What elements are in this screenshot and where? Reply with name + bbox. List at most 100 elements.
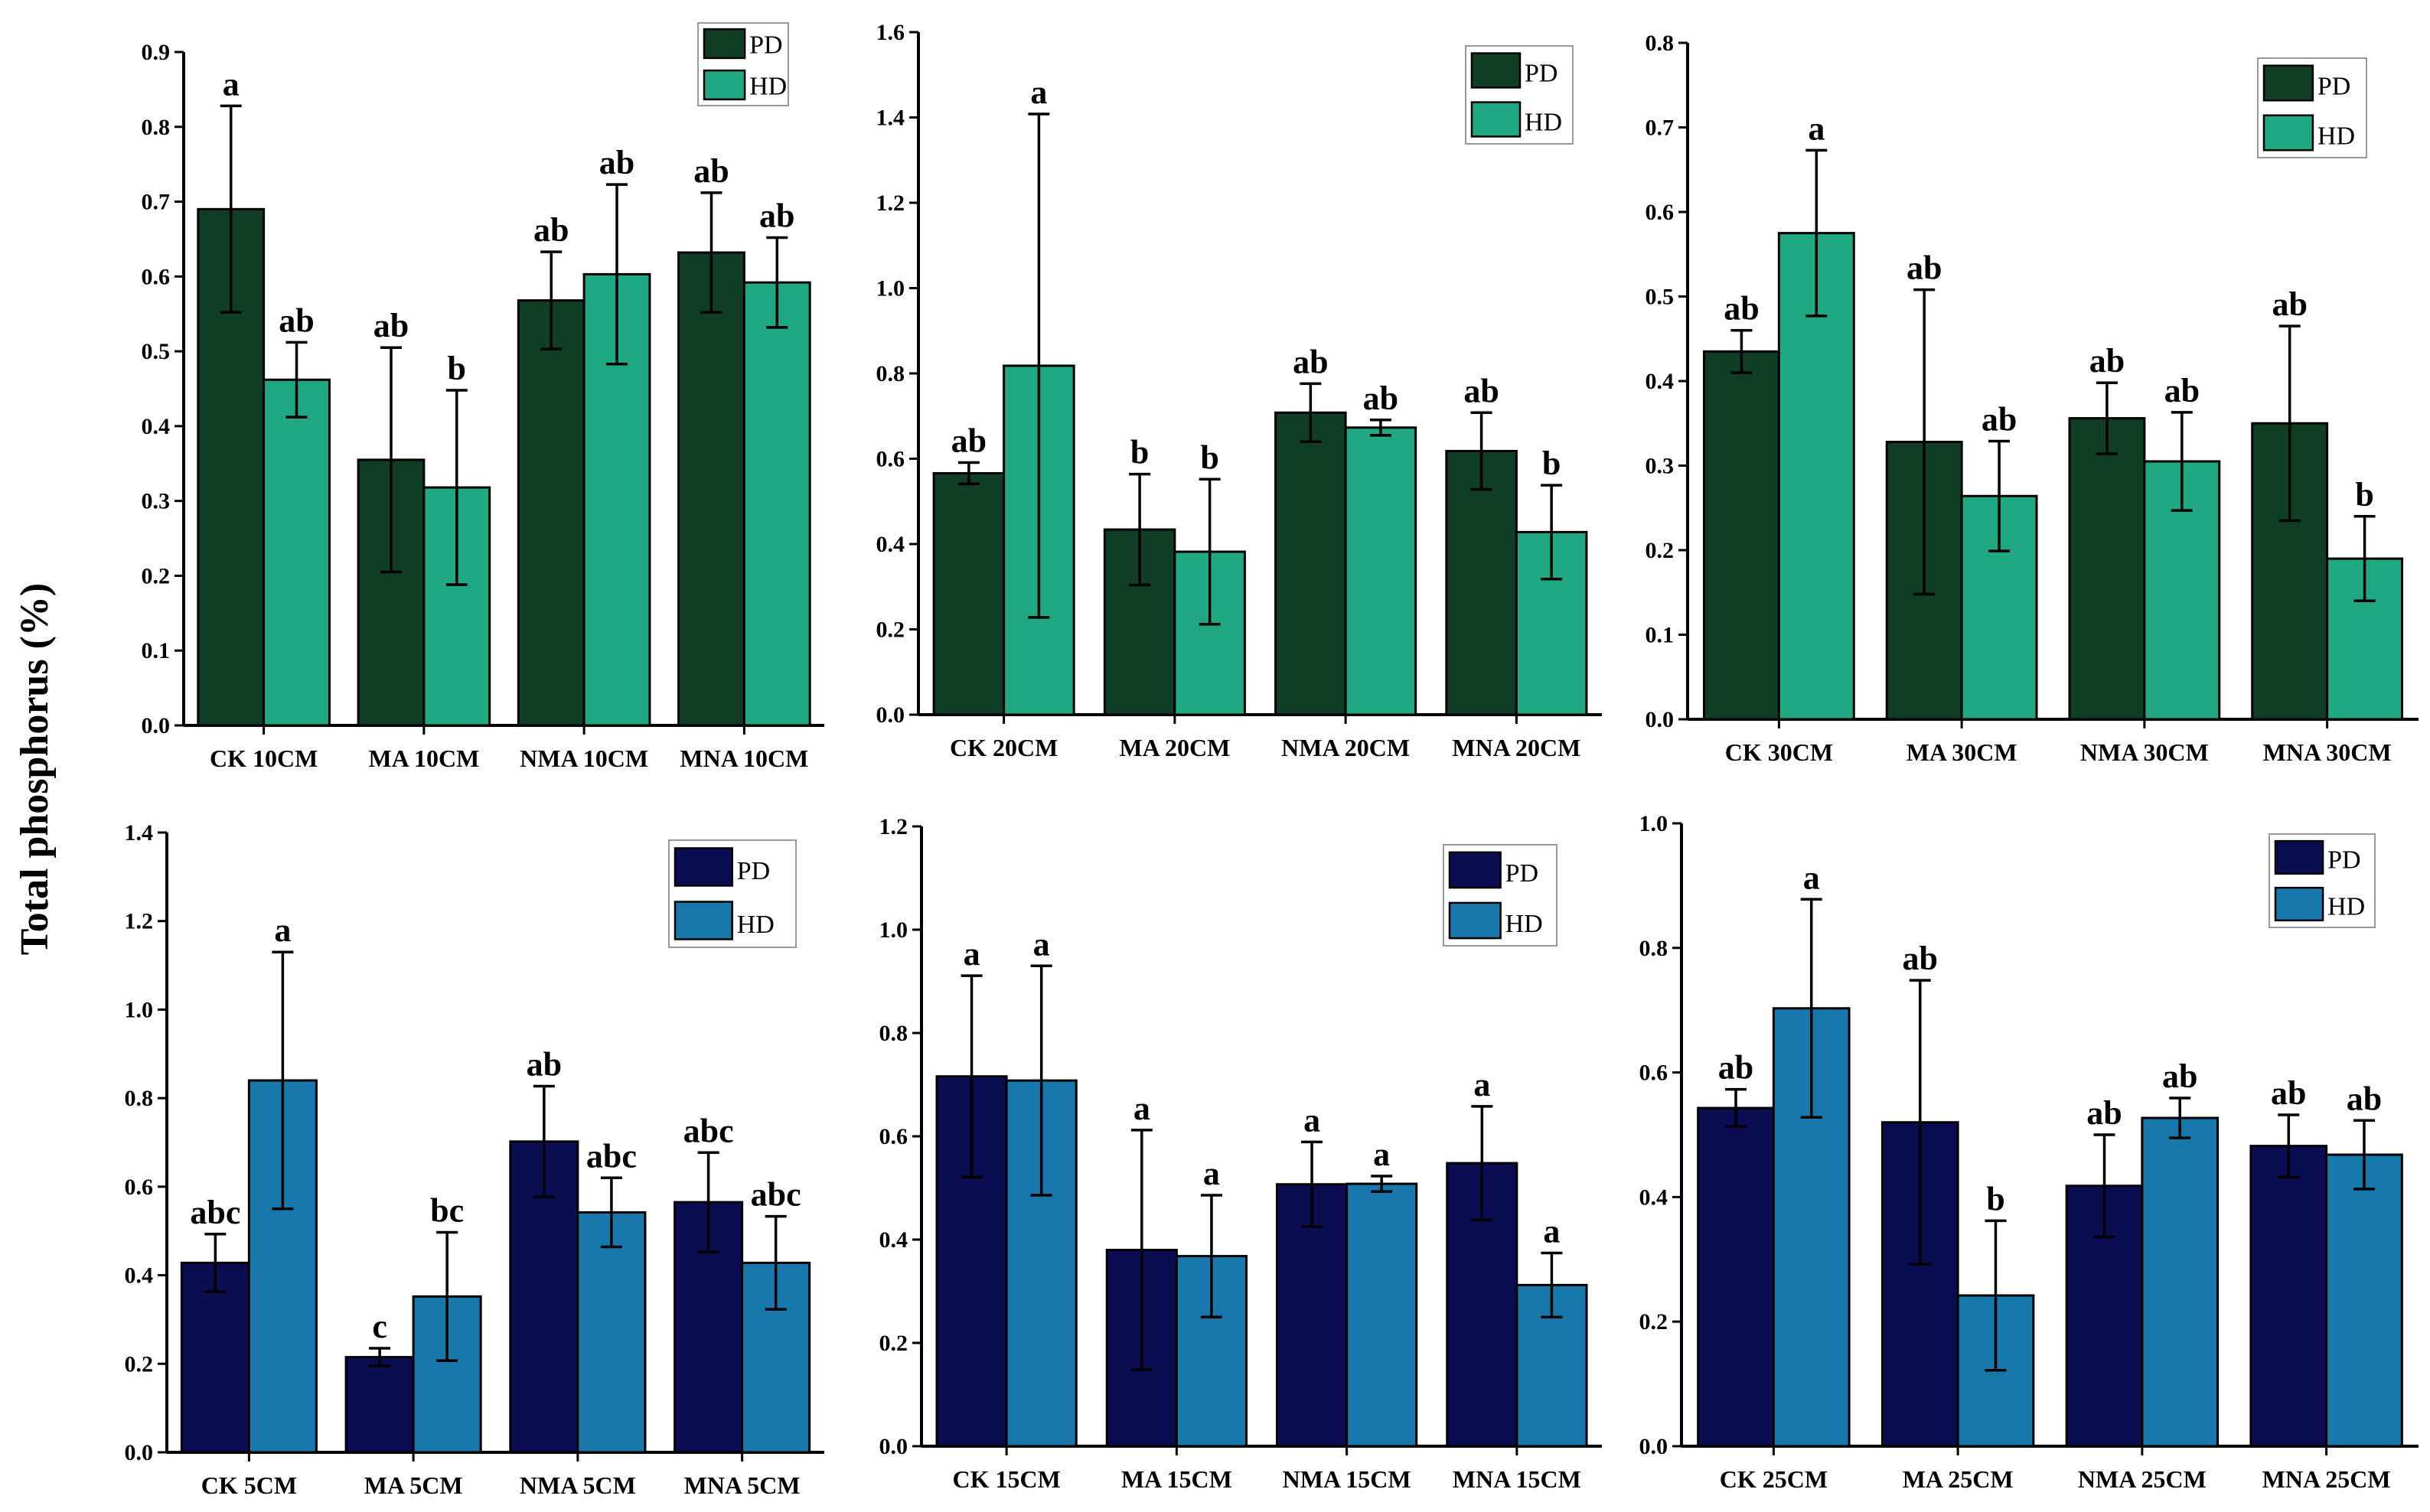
y-tick-label: 0.6 (1639, 1061, 1668, 1086)
y-tick-label: 1.0 (876, 276, 905, 301)
significance-label: ab (2271, 1074, 2306, 1112)
significance-label: bc (430, 1191, 464, 1229)
y-tick-label: 0.1 (142, 638, 171, 663)
bar-hd (576, 1211, 647, 1454)
y-tick-label: 0.8 (1639, 936, 1668, 961)
x-category-label: NMA 10CM (520, 745, 648, 772)
x-category-label: CK 30CM (1725, 738, 1833, 766)
significance-label: ab (279, 301, 314, 339)
y-tick-label: 1.6 (876, 20, 905, 45)
significance-label: ab (759, 197, 794, 234)
significance-label: ab (2347, 1080, 2382, 1117)
y-tick-label: 0.5 (142, 339, 171, 364)
significance-label: ab (1293, 343, 1328, 380)
legend-label: PD (1525, 60, 1557, 88)
y-tick-label: 1.4 (876, 106, 905, 131)
significance-label: ab (1718, 1049, 1753, 1087)
x-category-label: MA 30CM (1906, 738, 2017, 766)
y-tick-label: 0.4 (879, 1227, 908, 1253)
x-category-label: MA 15CM (1121, 1465, 1232, 1493)
significance-label: b (1200, 438, 1218, 476)
y-tick-label: 1.2 (876, 191, 905, 216)
x-category-label: MA 20CM (1119, 734, 1230, 761)
legend-label: HD (2327, 893, 2365, 921)
y-tick-label: 1.0 (879, 917, 908, 943)
y-tick-label: 0.6 (1646, 200, 1675, 225)
y-tick-label: 0.8 (125, 1086, 154, 1111)
legend-swatch-hd (2274, 886, 2324, 922)
y-tick-label: 0.0 (1646, 707, 1675, 732)
legend-swatch-hd (674, 901, 733, 940)
significance-label: a (274, 911, 291, 949)
x-category-label: CK 10CM (210, 745, 318, 772)
legend: PD HD (1443, 844, 1557, 947)
bar-pd (1274, 411, 1347, 716)
y-tick-label: 0.3 (142, 489, 171, 514)
y-tick-label: 0.4 (125, 1263, 154, 1289)
x-category-label: MNA 15CM (1453, 1465, 1581, 1493)
bar-pd (517, 299, 585, 727)
x-category-label: MA 25CM (1903, 1465, 2014, 1493)
significance-label: a (1543, 1213, 1560, 1250)
significance-label: b (1130, 434, 1149, 471)
significance-label: ab (2089, 342, 2125, 380)
x-category-label: MNA 25CM (2262, 1465, 2391, 1493)
significance-label: b (1542, 445, 1561, 482)
y-tick-label: 0.6 (125, 1175, 154, 1200)
y-tick-label: 0.0 (1639, 1434, 1668, 1459)
y-tick-label: 0.6 (879, 1124, 908, 1149)
chart-bottom-right: 0.0 0.2 0.4 0.6 0.8 1.0 CK 25CM ab a MA 25CM ab b NM… (1639, 811, 2419, 1493)
y-tick-label: 0.5 (1646, 285, 1675, 310)
significance-label: ab (1463, 372, 1499, 409)
x-category-label: CK 25CM (1720, 1465, 1828, 1493)
y-tick-label: 0.9 (142, 40, 171, 65)
significance-label: ab (2272, 285, 2307, 323)
chart-top-middle: 0.0 0.2 0.4 0.6 0.8 1.0 1.2 1.4 1.6 CK 20CM ab a MA … (876, 20, 1602, 761)
x-category-label: MA 5CM (364, 1471, 463, 1499)
legend-swatch-hd (1470, 101, 1522, 138)
y-tick-label: 0.7 (1646, 116, 1675, 141)
x-category-label: MNA 5CM (684, 1471, 801, 1499)
legend-swatch-pd (703, 28, 746, 60)
significance-label: a (1373, 1136, 1390, 1173)
y-tick-label: 0.6 (876, 447, 905, 472)
y-axis-label: Total phosphorus (%) (13, 583, 57, 955)
legend-label: PD (2317, 72, 2350, 100)
significance-label: a (1030, 73, 1047, 111)
significance-label: ab (1982, 400, 2017, 438)
significance-label: abc (586, 1137, 637, 1175)
x-category-label: NMA 15CM (1283, 1465, 1411, 1493)
bar-pd (1697, 1106, 1775, 1448)
chart-bottom-middle: 0.0 0.2 0.4 0.6 0.8 1.0 1.2 CK 15CM a a MA 15CM a a N… (879, 814, 1602, 1493)
y-tick-label: 0.8 (876, 361, 905, 386)
significance-label: a (964, 935, 980, 973)
significance-label: abc (683, 1112, 734, 1149)
bar-hd (1777, 232, 1855, 721)
significance-label: a (1303, 1101, 1320, 1139)
significance-label: ab (693, 152, 729, 190)
x-category-label: MNA 10CM (680, 745, 808, 772)
legend-label: HD (1505, 910, 1543, 938)
y-tick-label: 0.2 (142, 563, 171, 588)
x-category-label: NMA 30CM (2080, 738, 2209, 766)
bar-pd (344, 1356, 415, 1454)
significance-label: ab (951, 422, 987, 460)
significance-label: a (1808, 109, 1825, 147)
bar-hd (2141, 1116, 2220, 1448)
significance-label: ab (1724, 290, 1759, 327)
significance-label: a (1803, 859, 1820, 896)
chart-top-right: 0.0 0.1 0.2 0.3 0.4 0.5 0.6 0.7 0.8 CK 30CM ab a MA … (1646, 31, 2419, 766)
legend-label: PD (737, 857, 770, 885)
x-category-label: CK 15CM (952, 1465, 1060, 1493)
bar-pd (1702, 350, 1780, 721)
x-category-label: CK 5CM (201, 1471, 297, 1499)
y-tick-label: 0.8 (1646, 31, 1675, 56)
legend: PD HD (2257, 57, 2367, 158)
y-tick-label: 1.0 (1639, 811, 1668, 836)
y-tick-label: 1.2 (879, 814, 908, 839)
significance-label: a (223, 65, 240, 103)
legend-swatch-hd (2262, 114, 2314, 152)
significance-label: c (372, 1308, 387, 1345)
significance-label: ab (373, 307, 409, 344)
